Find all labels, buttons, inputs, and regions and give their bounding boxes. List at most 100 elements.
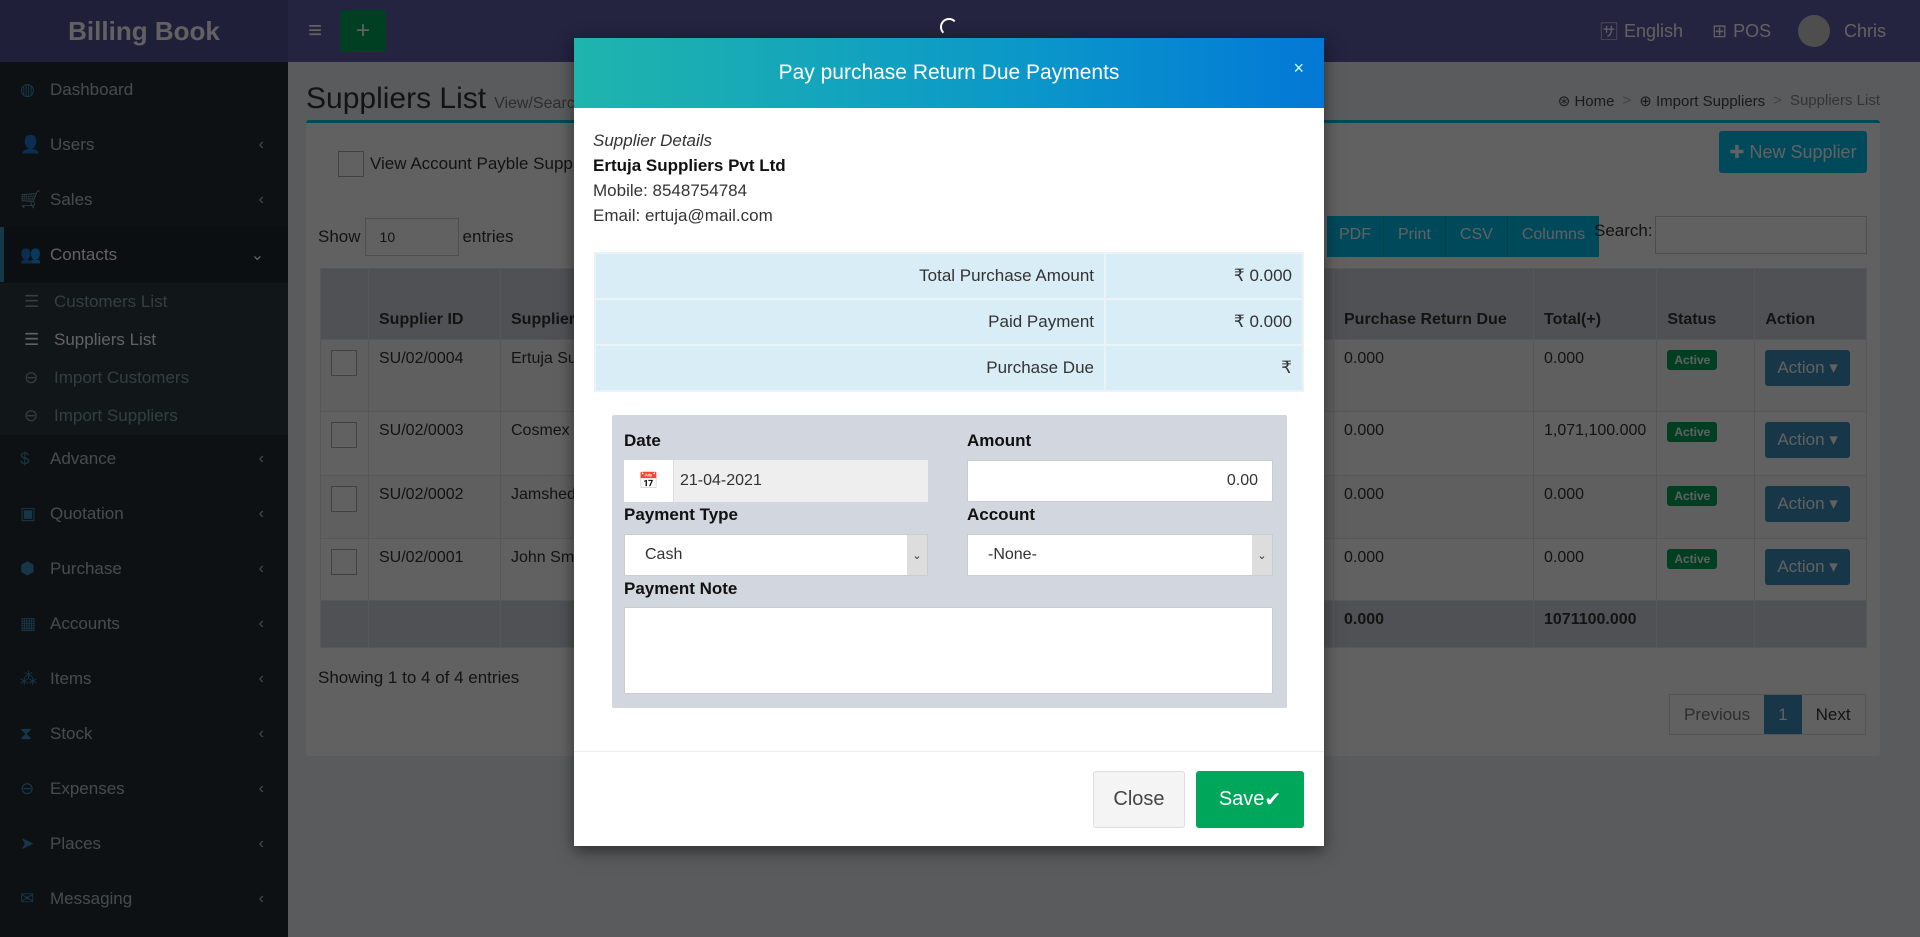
- app-logo[interactable]: Billing Book: [0, 0, 288, 62]
- summary-value: ₹ 0.000: [1104, 252, 1304, 300]
- breadcrumb-import-suppliers[interactable]: ⊕ Import Suppliers: [1639, 93, 1766, 110]
- chevron-left-icon: ‹: [258, 669, 264, 687]
- sidebar-subitem-suppliers-list[interactable]: ☰ Suppliers List: [0, 321, 288, 359]
- pdf-button[interactable]: PDF: [1327, 216, 1384, 257]
- avatar: [1798, 15, 1830, 47]
- col-status[interactable]: Status: [1656, 268, 1756, 340]
- return-due: 0.000: [1333, 339, 1534, 412]
- user-menu[interactable]: Chris: [1798, 0, 1886, 62]
- chevron-left-icon: ‹: [258, 449, 264, 467]
- list-icon: ☰: [24, 292, 40, 311]
- payment-form: Date 📅 21-04-2021 Amount 0.00 Payment Ty…: [612, 415, 1287, 708]
- check-icon: ✔: [1264, 789, 1282, 811]
- view-payable-toggle[interactable]: View Account Payble Suppliers: [338, 151, 604, 177]
- row-checkbox[interactable]: [331, 422, 357, 448]
- sidebar-item-sales[interactable]: 🛒 Sales ‹: [0, 172, 288, 227]
- page-1-button[interactable]: 1: [1764, 695, 1802, 734]
- row-checkbox[interactable]: [331, 350, 357, 376]
- menu-toggle-icon[interactable]: ≡: [307, 17, 322, 44]
- sidebar-item-label: Sales: [50, 189, 93, 209]
- sidebar-item-stock[interactable]: ⧗ Stock ‹: [0, 706, 288, 761]
- sidebar-item-places[interactable]: ➤ Places ‹: [0, 816, 288, 871]
- grid-icon: ▦: [20, 613, 37, 633]
- cart-icon: 🛒: [20, 189, 42, 209]
- sidebar-subitem-import-suppliers[interactable]: ⊖ Import Suppliers: [0, 397, 288, 435]
- paper-plane-icon: ➤: [20, 833, 35, 853]
- payment-note-textarea[interactable]: [624, 607, 1273, 694]
- row-checkbox[interactable]: [331, 549, 357, 575]
- sidebar-subitem-label: Import Customers: [54, 368, 190, 387]
- chevron-down-icon: ⌄: [250, 246, 264, 264]
- summary-label: Purchase Due: [594, 344, 1106, 392]
- language-menu[interactable]: 🈂 English: [1600, 0, 1683, 62]
- sidebar-item-contacts[interactable]: 👥 Contacts ⌄: [0, 227, 288, 282]
- sidebar-item-advance[interactable]: $ Advance ‹: [0, 431, 288, 486]
- return-due: 0.000: [1333, 538, 1534, 601]
- supplier-id: SU/02/0002: [368, 475, 501, 539]
- columns-button[interactable]: Columns: [1507, 216, 1599, 257]
- dashboard-icon: ◍: [20, 79, 35, 99]
- breadcrumb-current: Suppliers List: [1789, 92, 1880, 109]
- print-button[interactable]: Print: [1384, 216, 1446, 257]
- action-dropdown-button[interactable]: Action ▾: [1765, 350, 1850, 386]
- action-dropdown-button[interactable]: Action ▾: [1765, 549, 1850, 585]
- summary-label: Total Purchase Amount: [594, 252, 1106, 300]
- col-total[interactable]: Total(+): [1532, 268, 1658, 340]
- sidebar-item-expenses[interactable]: ⊖ Expenses ‹: [0, 761, 288, 816]
- breadcrumb: ⊛ Home > ⊕ Import Suppliers > Suppliers Li…: [1557, 92, 1880, 110]
- sidebar-item-users[interactable]: 👤 Users ‹: [0, 117, 288, 172]
- action-dropdown-button[interactable]: Action ▾: [1765, 486, 1850, 522]
- export-buttons: PDF Print CSV Columns: [1327, 216, 1599, 257]
- payment-summary-table: Total Purchase Amount ₹ 0.000 Paid Paymen…: [594, 252, 1304, 392]
- chevron-left-icon: ‹: [258, 559, 264, 577]
- sidebar-item-accounts[interactable]: ▦ Accounts ‹: [0, 596, 288, 651]
- new-supplier-button[interactable]: ✚ New Supplier: [1719, 131, 1867, 173]
- checkbox[interactable]: [338, 151, 364, 177]
- footer-total: 1071100.000: [1532, 600, 1658, 648]
- sidebar-item-messaging[interactable]: ✉ Messaging ‹: [0, 871, 288, 926]
- pos-link[interactable]: ⊞ POS: [1712, 0, 1771, 62]
- col-supplier-id[interactable]: Supplier ID: [368, 268, 501, 340]
- previous-page-button[interactable]: Previous: [1684, 705, 1751, 724]
- sidebar-subitem-customers-list[interactable]: ☰ Customers List: [0, 283, 288, 321]
- row-checkbox[interactable]: [331, 486, 357, 512]
- sidebar-item-purchase[interactable]: ⬢ Purchase ‹: [0, 541, 288, 596]
- sidebar-item-items[interactable]: ⁂ Items ‹: [0, 651, 288, 706]
- breadcrumb-home[interactable]: ⊛ Home: [1557, 93, 1615, 110]
- close-icon[interactable]: ×: [1293, 58, 1304, 78]
- modal-header: Pay purchase Return Due Payments: [574, 38, 1324, 108]
- hourglass-icon: ⧗: [20, 723, 32, 743]
- entries-select[interactable]: 10: [364, 218, 459, 256]
- date-label: Date: [624, 431, 661, 450]
- supplier-name: Ertuja Suppliers Pvt Ltd: [593, 156, 786, 175]
- col-return-due[interactable]: Purchase Return Due: [1333, 268, 1534, 340]
- status-badge: Active: [1667, 422, 1718, 442]
- chevron-left-icon: ‹: [258, 190, 264, 208]
- close-button[interactable]: Close: [1093, 771, 1185, 828]
- envelope-icon: ✉: [20, 888, 35, 908]
- payment-type-label: Payment Type: [624, 505, 739, 524]
- sidebar-subitem-label: Customers List: [54, 292, 168, 311]
- status-badge: Active: [1667, 549, 1718, 569]
- payment-note-label: Payment Note: [624, 579, 738, 598]
- csv-button[interactable]: CSV: [1445, 216, 1508, 257]
- sidebar-item-label: Items: [50, 668, 92, 688]
- amount-input[interactable]: 0.00: [967, 460, 1273, 502]
- date-field[interactable]: 📅 21-04-2021: [624, 460, 928, 502]
- save-button[interactable]: Save ✔: [1196, 771, 1304, 828]
- account-select[interactable]: -None- ⌄: [967, 534, 1273, 576]
- sidebar-subitem-import-customers[interactable]: ⊖ Import Customers: [0, 359, 288, 397]
- chevron-left-icon: ‹: [258, 834, 264, 852]
- next-page-button[interactable]: Next: [1815, 705, 1851, 724]
- sidebar-item-dashboard[interactable]: ◍ Dashboard: [0, 62, 288, 117]
- quick-add-button[interactable]: +: [340, 10, 386, 52]
- payment-type-select[interactable]: Cash ⌄: [624, 534, 928, 576]
- select-all-header[interactable]: [320, 268, 369, 340]
- col-action: Action: [1754, 268, 1867, 340]
- sidebar-item-quotation[interactable]: ▣ Quotation ‹: [0, 486, 288, 541]
- arrow-circle-icon: ⊖: [24, 368, 39, 387]
- calendar-icon: 📅: [624, 460, 674, 502]
- search-input[interactable]: [1655, 216, 1867, 254]
- action-dropdown-button[interactable]: Action ▾: [1765, 422, 1850, 458]
- summary-label: Paid Payment: [594, 298, 1106, 346]
